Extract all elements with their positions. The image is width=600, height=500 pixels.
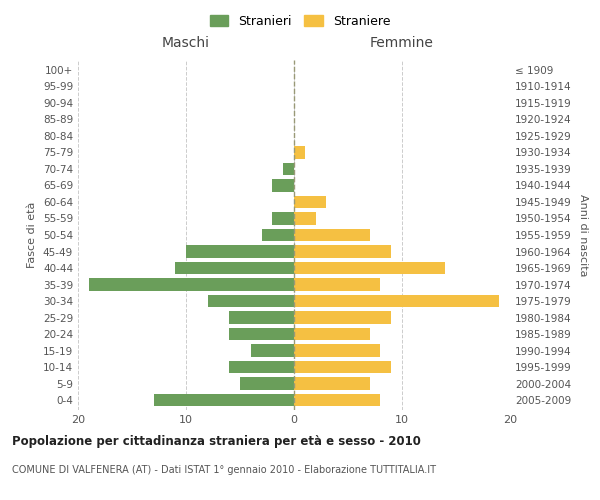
Y-axis label: Anni di nascita: Anni di nascita bbox=[578, 194, 588, 276]
Y-axis label: Fasce di età: Fasce di età bbox=[28, 202, 37, 268]
Bar bbox=[294, 229, 370, 241]
Bar bbox=[294, 278, 380, 290]
Bar bbox=[229, 361, 294, 374]
Bar bbox=[294, 196, 326, 208]
Bar bbox=[251, 344, 294, 357]
Text: Maschi: Maschi bbox=[162, 36, 210, 50]
Bar bbox=[154, 394, 294, 406]
Text: COMUNE DI VALFENERA (AT) - Dati ISTAT 1° gennaio 2010 - Elaborazione TUTTITALIA.: COMUNE DI VALFENERA (AT) - Dati ISTAT 1°… bbox=[12, 465, 436, 475]
Text: Femmine: Femmine bbox=[370, 36, 434, 50]
Bar bbox=[294, 328, 370, 340]
Bar bbox=[229, 312, 294, 324]
Bar bbox=[229, 328, 294, 340]
Bar bbox=[186, 246, 294, 258]
Bar bbox=[208, 295, 294, 307]
Bar bbox=[294, 295, 499, 307]
Bar bbox=[294, 246, 391, 258]
Bar bbox=[89, 278, 294, 290]
Bar bbox=[294, 146, 305, 158]
Bar bbox=[294, 361, 391, 374]
Bar bbox=[294, 312, 391, 324]
Bar bbox=[294, 212, 316, 224]
Bar bbox=[283, 163, 294, 175]
Bar bbox=[294, 378, 370, 390]
Text: Popolazione per cittadinanza straniera per età e sesso - 2010: Popolazione per cittadinanza straniera p… bbox=[12, 435, 421, 448]
Bar bbox=[294, 394, 380, 406]
Bar bbox=[262, 229, 294, 241]
Legend: Stranieri, Straniere: Stranieri, Straniere bbox=[206, 11, 394, 32]
Bar bbox=[294, 262, 445, 274]
Bar bbox=[272, 180, 294, 192]
Bar bbox=[175, 262, 294, 274]
Bar bbox=[240, 378, 294, 390]
Bar bbox=[294, 344, 380, 357]
Bar bbox=[272, 212, 294, 224]
